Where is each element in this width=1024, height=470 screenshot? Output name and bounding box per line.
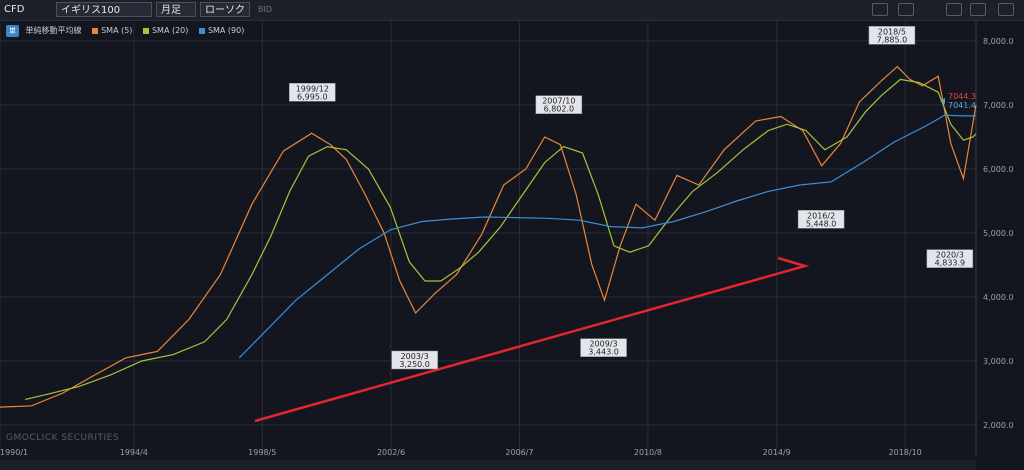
- annotation-date: 2009/3: [589, 340, 617, 349]
- sma90-swatch: [198, 27, 205, 34]
- y-tick-label: 8,000.0: [983, 37, 1014, 46]
- price-pointer-icon: [940, 98, 945, 104]
- annotation-value: 4,833.9: [935, 259, 966, 268]
- sma90-label: SMA (90): [207, 26, 245, 35]
- last-price-label: 7044.3: [948, 92, 976, 101]
- y-tick-label: 4,000.0: [983, 293, 1014, 302]
- sma5-label: SMA (5): [101, 26, 133, 35]
- series-line-sma20: [25, 78, 977, 400]
- series-line-sma90: [238, 114, 976, 359]
- series-line-sma5: [0, 65, 977, 408]
- x-tick-label: 2002/6: [377, 448, 405, 457]
- price-annotation: 2020/34,833.9: [926, 249, 974, 268]
- camera-icon[interactable]: [946, 3, 962, 16]
- y-tick-label: 6,000.0: [983, 165, 1014, 174]
- symbol-select[interactable]: イギリス100: [56, 2, 152, 17]
- market-label[interactable]: CFD: [4, 4, 25, 15]
- timeline-scroller[interactable]: [0, 460, 976, 470]
- annotation-value: 6,995.0: [297, 92, 328, 101]
- line-type-icon[interactable]: [872, 3, 888, 16]
- indicator-legend: 単 単純移動平均線 SMA (5) SMA (20) SMA (90): [6, 25, 244, 37]
- annotation-date: 2016/2: [807, 211, 835, 220]
- period-select[interactable]: 月足: [156, 2, 196, 17]
- bid-toggle[interactable]: BID: [258, 5, 273, 14]
- price-annotation: 1999/126,995.0: [289, 83, 336, 102]
- sma5-swatch: [92, 27, 99, 34]
- sma-price-label: 7041.4: [948, 101, 976, 110]
- y-tick-label: 7,000.0: [983, 101, 1014, 110]
- price-annotation: 2007/106,802.0: [535, 95, 583, 114]
- broker-watermark: GMOCLICK SECURITIES: [6, 433, 120, 443]
- x-tick-label: 2010/8: [634, 448, 662, 457]
- annotation-value: 3,443.0: [588, 348, 619, 357]
- annotation-date: 2003/3: [401, 352, 429, 361]
- price-annotation: 2016/25,448.0: [797, 210, 845, 229]
- y-tick-label: 3,000.0: [983, 357, 1014, 366]
- print-icon[interactable]: [970, 3, 986, 16]
- x-tick-label: 2014/9: [763, 448, 791, 457]
- annotation-value: 3,250.0: [399, 360, 430, 369]
- price-annotation: 2009/33,443.0: [580, 338, 627, 357]
- annotation-value: 6,802.0: [544, 105, 575, 114]
- indicator-tag[interactable]: 単: [6, 25, 19, 37]
- x-tick-label: 2006/7: [505, 448, 533, 457]
- window-icon[interactable]: [998, 3, 1014, 16]
- annotation-date: 2020/3: [936, 251, 964, 260]
- add-chart-icon[interactable]: [898, 3, 914, 16]
- annotation-value: 5,448.0: [806, 219, 837, 228]
- annotation-date: 1999/12: [296, 84, 329, 93]
- trend-arrow: [254, 256, 810, 423]
- x-tick-label: 1998/5: [248, 448, 276, 457]
- y-tick-label: 5,000.0: [983, 229, 1014, 238]
- x-tick-label: 1994/4: [120, 448, 148, 457]
- annotation-date: 2007/10: [542, 97, 575, 106]
- price-annotation: 2018/57,885.0: [868, 26, 916, 45]
- x-tick-label: 1990/1: [0, 448, 28, 457]
- chart-toolbar: CFD イギリス100 月足 ローソク BID: [0, 0, 1024, 21]
- indicator-name: 単純移動平均線: [25, 26, 82, 35]
- sma20-swatch: [142, 27, 149, 34]
- sma20-label: SMA (20): [151, 26, 189, 35]
- annotation-date: 2018/5: [878, 27, 906, 36]
- x-tick-label: 2018/10: [889, 448, 922, 457]
- price-annotation: 2003/33,250.0: [391, 350, 438, 370]
- chart-style-select[interactable]: ローソク: [200, 2, 250, 17]
- y-tick-label: 2,000.0: [983, 421, 1014, 430]
- annotation-value: 7,885.0: [877, 35, 908, 44]
